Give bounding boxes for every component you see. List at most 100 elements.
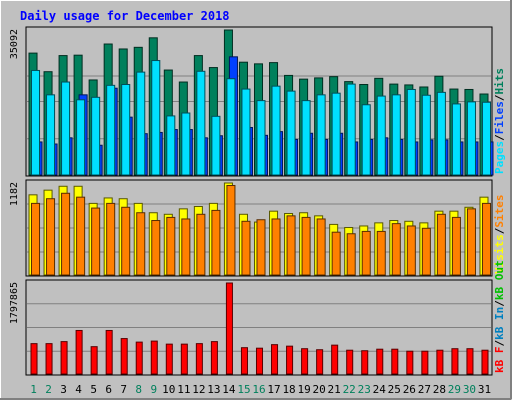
bar-visits-sites-day-24 bbox=[376, 230, 386, 276]
bar-usage-pages-day-1-fill bbox=[31, 69, 41, 176]
bar-usage-pages-day-24-fill bbox=[376, 95, 386, 176]
bar-usage-pages-day-4-fill bbox=[76, 99, 86, 176]
legend-usage-pages: Pages bbox=[493, 141, 506, 174]
bar-usage-pages-day-19 bbox=[301, 100, 311, 176]
bar-usage-pages-day-1 bbox=[31, 69, 41, 176]
bar-usage-pages-day-14 bbox=[226, 78, 236, 176]
legend-usage-files: Files bbox=[493, 101, 506, 134]
day-label-3: 3 bbox=[60, 383, 67, 396]
bar-visits-sites-day-31 bbox=[481, 202, 492, 276]
bar-visits-sites-day-9 bbox=[151, 220, 161, 276]
bar-usage-pages-day-3-fill bbox=[61, 81, 71, 176]
bar-kbytes-kbf-day-29 bbox=[451, 348, 459, 375]
day-label-6: 6 bbox=[105, 383, 112, 396]
bar-kbytes-kbf-day-10-fill bbox=[165, 343, 173, 375]
bar-usage-pages-day-23 bbox=[361, 104, 371, 176]
bar-kbytes-kbf-day-31 bbox=[481, 349, 489, 375]
bar-kbytes-kbf-day-24-fill bbox=[376, 348, 384, 375]
legend-kbytes-separator: / bbox=[493, 340, 506, 347]
bar-kbytes-kbf-day-17 bbox=[271, 344, 279, 375]
day-label-19: 19 bbox=[297, 383, 310, 396]
bar-kbytes-kbf-day-15 bbox=[240, 347, 248, 375]
bar-kbytes-kbf-day-2-fill bbox=[45, 343, 53, 375]
panel-visits-legend: Visits/Sites bbox=[493, 195, 506, 275]
bar-kbytes-kbf-day-26-fill bbox=[406, 350, 414, 375]
bar-visits-sites-day-22 bbox=[346, 233, 356, 276]
bar-usage-pages-day-5-fill bbox=[91, 96, 101, 176]
bar-usage-pages-day-19-fill bbox=[301, 100, 311, 176]
bar-kbytes-kbf-day-20 bbox=[316, 349, 324, 375]
bar-usage-pages-day-30 bbox=[466, 101, 476, 176]
bar-usage-pages-day-22-fill bbox=[346, 83, 356, 176]
day-label-22: 22 bbox=[343, 383, 356, 396]
bar-kbytes-kbf-day-26 bbox=[406, 350, 414, 375]
bar-kbytes-kbf-day-29-fill bbox=[451, 348, 459, 375]
bar-visits-sites-day-7-fill bbox=[121, 206, 131, 276]
bar-kbytes-kbf-day-21-fill bbox=[331, 344, 339, 375]
bar-kbytes-kbf-day-15-fill bbox=[240, 347, 248, 375]
bar-usage-pages-day-29-fill bbox=[451, 103, 461, 176]
panel-kbytes-legend: kB F/kB In/kB Out bbox=[493, 260, 506, 373]
day-label-9: 9 bbox=[150, 383, 157, 396]
bar-usage-pages-day-4 bbox=[76, 99, 86, 176]
bar-visits-sites-day-11-fill bbox=[181, 218, 191, 276]
bar-usage-pages-day-11-fill bbox=[181, 112, 191, 176]
bar-usage-pages-day-2-fill bbox=[46, 94, 56, 176]
legend-kbytes-kbin: kB In bbox=[493, 307, 506, 340]
bar-usage-pages-day-26-fill bbox=[406, 88, 416, 176]
bar-visits-sites-day-24-fill bbox=[376, 230, 386, 276]
bar-visits-sites-day-17 bbox=[271, 218, 281, 276]
bar-visits-sites-day-22-fill bbox=[346, 233, 356, 276]
day-label-2: 2 bbox=[45, 383, 52, 396]
bar-kbytes-kbf-day-28 bbox=[436, 349, 444, 375]
bar-usage-pages-day-17 bbox=[271, 85, 281, 176]
bar-usage-pages-day-7 bbox=[121, 84, 131, 176]
bar-kbytes-kbf-day-31-fill bbox=[481, 349, 489, 375]
bar-visits-sites-day-19 bbox=[301, 216, 311, 276]
bar-kbytes-kbf-day-23 bbox=[361, 350, 369, 375]
bar-kbytes-kbf-day-13 bbox=[210, 341, 218, 375]
bar-usage-pages-day-6 bbox=[106, 84, 116, 176]
legend-usage-separator: / bbox=[493, 134, 506, 141]
legend-visits-separator: / bbox=[493, 227, 506, 234]
bar-kbytes-kbf-day-25 bbox=[391, 348, 399, 375]
bar-usage-pages-day-2 bbox=[46, 94, 56, 176]
bar-kbytes-kbf-day-19 bbox=[301, 348, 309, 375]
bar-usage-pages-day-14-fill bbox=[226, 78, 236, 176]
bar-kbytes-kbf-day-6 bbox=[105, 329, 113, 375]
bar-visits-sites-day-17-fill bbox=[271, 218, 281, 276]
bar-visits-sites-day-27-fill bbox=[421, 227, 431, 276]
bar-visits-sites-day-14-fill bbox=[226, 184, 236, 276]
bar-usage-pages-day-21-fill bbox=[331, 92, 341, 176]
bar-visits-sites-day-20-fill bbox=[316, 218, 326, 276]
bar-kbytes-kbf-day-22 bbox=[346, 349, 354, 375]
bar-usage-pages-day-20 bbox=[316, 94, 326, 176]
bar-usage-pages-day-18-fill bbox=[286, 90, 296, 176]
day-label-23: 23 bbox=[358, 383, 371, 396]
bar-kbytes-kbf-day-19-fill bbox=[301, 348, 309, 375]
bar-visits-sites-day-4 bbox=[76, 196, 86, 276]
bar-kbytes-kbf-day-12-fill bbox=[195, 343, 203, 375]
bar-kbytes-kbf-day-9 bbox=[150, 340, 158, 375]
bar-visits-sites-day-29-fill bbox=[451, 216, 461, 276]
bar-usage-pages-day-31 bbox=[481, 101, 492, 176]
bar-visits-sites-day-4-fill bbox=[76, 196, 86, 276]
day-label-5: 5 bbox=[90, 383, 97, 396]
bar-usage-pages-day-12 bbox=[196, 70, 206, 176]
bar-visits-sites-day-31-fill bbox=[481, 202, 492, 276]
legend-visits-sites: Sites bbox=[493, 195, 506, 228]
bar-kbytes-kbf-day-22-fill bbox=[346, 349, 354, 375]
bar-visits-sites-day-11 bbox=[181, 218, 191, 276]
bar-usage-pages-day-10-fill bbox=[166, 115, 176, 176]
bar-visits-sites-day-8-fill bbox=[136, 212, 146, 276]
bar-kbytes-kbf-day-17-fill bbox=[271, 344, 279, 375]
chart-title: Daily usage for December 2018 bbox=[20, 9, 230, 23]
day-label-13: 13 bbox=[207, 383, 220, 396]
bar-kbytes-kbf-day-18 bbox=[286, 345, 294, 375]
bar-kbytes-kbf-day-23-fill bbox=[361, 350, 369, 375]
bar-usage-pages-day-23-fill bbox=[361, 104, 371, 176]
bar-kbytes-kbf-day-14 bbox=[225, 282, 233, 375]
bar-visits-sites-day-13 bbox=[211, 209, 221, 276]
